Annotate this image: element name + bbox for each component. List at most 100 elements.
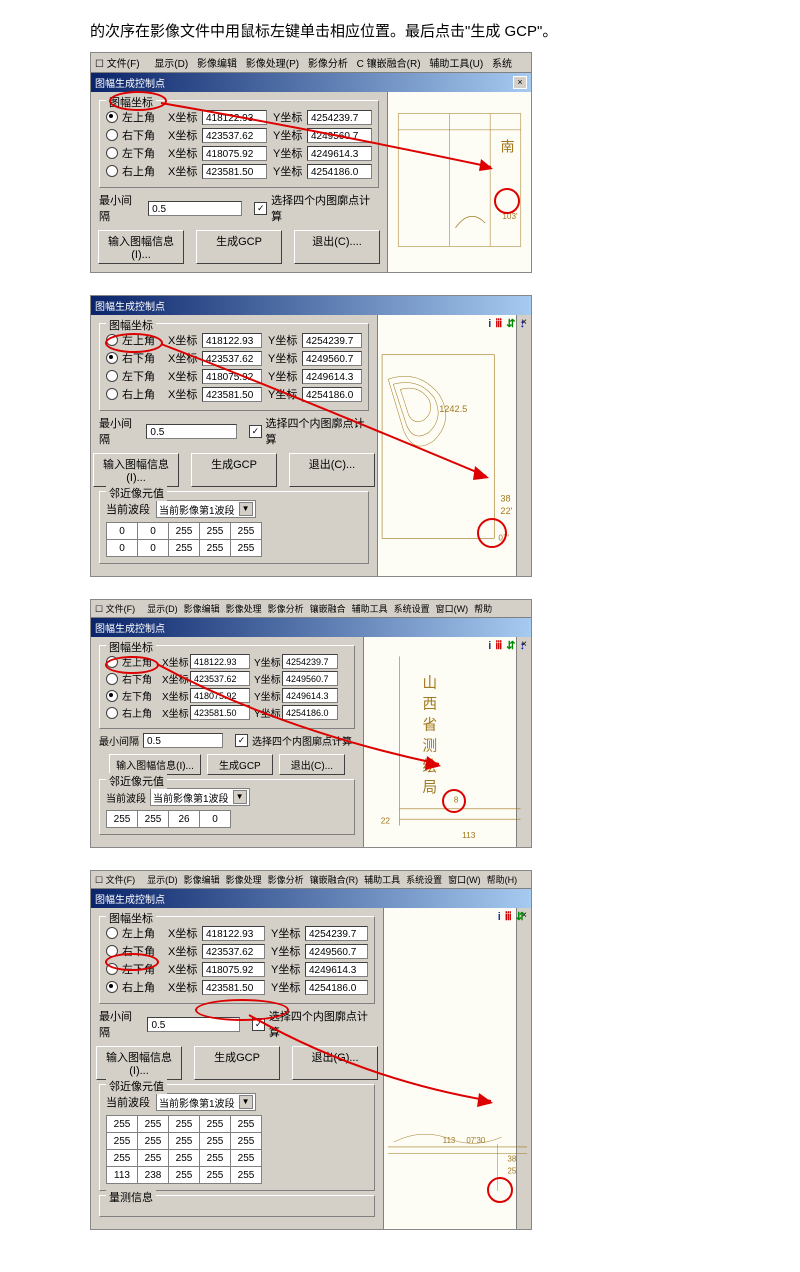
menu-analyze[interactable]: 影像分析 (308, 59, 348, 70)
input-info-button[interactable]: 输入图幅信息(I)... (93, 453, 179, 487)
y-field-tl[interactable]: 4254239.7 (307, 110, 372, 125)
menu-sys[interactable]: 系统 (492, 59, 512, 70)
menu-aux[interactable]: 辅助工具(U) (429, 59, 483, 70)
interval-label: 最小间隔 (99, 415, 140, 447)
menubar[interactable]: ☐ 文件(F)显示(D)影像编辑影像处理影像分析镶嵌融合辅助工具系统设置窗口(W… (91, 600, 531, 618)
radio-tl[interactable] (106, 111, 118, 123)
x-field[interactable]: 423537.62 (202, 351, 262, 366)
dialog-titlebar: 图幅生成控制点 (91, 618, 531, 637)
map-view[interactable]: i ⅲ ⇵ ↕ 山 西 省 测 绘 局 8 22 113 (363, 637, 531, 847)
menu-edit[interactable]: 影像编辑 (197, 59, 237, 70)
exit-button[interactable]: 退出(C)... (289, 453, 375, 487)
radio-br[interactable] (106, 673, 118, 685)
y-field-br[interactable]: 4249560.7 (307, 128, 372, 143)
exit-button[interactable]: 退出(G)... (292, 1046, 378, 1080)
svg-text:绘: 绘 (422, 758, 437, 775)
radio-tl[interactable] (106, 927, 118, 939)
band-select[interactable]: 当前影像第1波段▼ (150, 788, 250, 806)
dialog-title: 图幅生成控制点 (95, 75, 165, 90)
svg-text:局: 局 (422, 780, 437, 796)
radio-tr[interactable] (106, 388, 118, 400)
map-view[interactable]: i ⅲ ⇵ 113 07'30 38 25 (383, 908, 531, 1229)
menu-display[interactable]: 显示(D) (154, 59, 188, 70)
x-field-bl[interactable]: 418075.92 (202, 146, 267, 161)
radio-tr[interactable] (106, 165, 118, 177)
menu-process[interactable]: 影像处理(P) (246, 59, 299, 70)
red-annotation-circle (442, 789, 466, 813)
input-info-button[interactable]: 输入图幅信息(I)... (96, 1046, 182, 1080)
menubar[interactable]: ☐ 文件(F) 显示(D) 影像编辑 影像处理(P) 影像分析 C 镶嵌融合(R… (91, 53, 531, 73)
radio-bl[interactable] (106, 690, 118, 702)
menubar[interactable]: ☐ 文件(F)显示(D)影像编辑影像处理影像分析镶嵌融合(R)辅助工具系统设置窗… (91, 871, 531, 889)
interval-label: 最小间隔 (99, 192, 142, 224)
corner-label-tl: 左上角 (122, 109, 168, 125)
corner-label-tr: 右上角 (122, 163, 168, 179)
y-field-tr[interactable]: 4254186.0 (307, 164, 372, 179)
radio-tr[interactable] (106, 707, 118, 719)
band-select[interactable]: 当前影像第1波段▼ (156, 500, 256, 518)
x-field-br[interactable]: 423537.62 (202, 128, 267, 143)
menu-file[interactable]: ☐ 文件(F) (95, 59, 146, 70)
dialog-titlebar: 图幅生成控制点 (91, 296, 531, 315)
chevron-down-icon[interactable]: ▼ (233, 790, 247, 804)
red-oval-selection (109, 91, 167, 111)
y-field[interactable]: 4254239.7 (302, 333, 362, 348)
radio-br[interactable] (106, 129, 118, 141)
svg-text:西: 西 (422, 697, 437, 713)
red-annotation-circle (477, 518, 507, 548)
generate-gcp-button[interactable]: 生成GCP (194, 1046, 280, 1080)
corner-label-bl: 左下角 (122, 145, 168, 161)
input-info-button[interactable]: 输入图幅信息(I)... (109, 754, 201, 775)
svg-text:山: 山 (422, 675, 437, 692)
checkbox-label: 选择四个内图廓点计算 (266, 415, 369, 447)
generate-gcp-button[interactable]: 生成GCP (207, 754, 273, 775)
inner-corners-checkbox[interactable]: ✓ (249, 425, 261, 438)
map-view[interactable]: i ⅲ ⇵ ↕ 1242.5 38 22' 07' (377, 315, 531, 576)
chevron-down-icon[interactable]: ▼ (239, 1095, 253, 1109)
x-field-tr[interactable]: 423581.50 (202, 164, 267, 179)
interval-field[interactable]: 0.5 (148, 201, 242, 216)
exit-button[interactable]: 退出(C)... (279, 754, 345, 775)
coord-group-title: 图幅坐标 (106, 317, 156, 333)
map-view[interactable]: 南 103' (387, 92, 531, 272)
svg-text:22': 22' (500, 506, 512, 516)
y-field-bl[interactable]: 4249614.3 (307, 146, 372, 161)
screenshot-4: ☐ 文件(F)显示(D)影像编辑影像处理影像分析镶嵌融合(R)辅助工具系统设置窗… (90, 870, 532, 1230)
inner-corners-checkbox[interactable]: ✓ (235, 734, 248, 747)
dialog-title: 图幅生成控制点 (95, 298, 165, 313)
y-field[interactable]: 4254186.0 (302, 387, 362, 402)
dialog-title: 图幅生成控制点 (95, 620, 165, 635)
radio-bl[interactable] (106, 147, 118, 159)
svg-text:38: 38 (507, 1155, 516, 1164)
x-field[interactable]: 423581.50 (202, 387, 262, 402)
radio-tr[interactable] (106, 981, 118, 993)
radio-br[interactable] (106, 352, 118, 364)
input-info-button[interactable]: 输入图幅信息(I)... (98, 230, 184, 264)
inner-corners-checkbox[interactable]: ✓ (254, 202, 267, 215)
generate-gcp-button[interactable]: 生成GCP (191, 453, 277, 487)
pixel-group: 邻近像元值 当前波段 当前影像第1波段▼ 255255260 (99, 779, 355, 835)
red-oval-gcp (195, 999, 289, 1021)
radio-bl[interactable] (106, 370, 118, 382)
pixel-group: 邻近像元值 当前波段 当前影像第1波段▼ 255255255255255 255… (99, 1084, 375, 1191)
y-field[interactable]: 4249560.7 (302, 351, 362, 366)
close-icon[interactable]: × (513, 76, 527, 89)
chevron-down-icon[interactable]: ▼ (239, 502, 253, 516)
menu-mosaic[interactable]: C 镶嵌融合(R) (357, 59, 421, 70)
x-field-tl[interactable]: 418122.93 (202, 110, 267, 125)
exit-button[interactable]: 退出(C).... (294, 230, 380, 264)
screenshot-3: ☐ 文件(F)显示(D)影像编辑影像处理影像分析镶嵌融合辅助工具系统设置窗口(W… (90, 599, 532, 848)
y-field[interactable]: 4249614.3 (302, 369, 362, 384)
generate-gcp-button[interactable]: 生成GCP (196, 230, 282, 264)
interval-field[interactable]: 0.5 (146, 424, 237, 439)
map-label-south: 南 (500, 138, 514, 155)
band-select[interactable]: 当前影像第1波段▼ (156, 1093, 256, 1111)
red-annotation-circle (487, 1177, 513, 1203)
x-field[interactable]: 418075.92 (202, 369, 262, 384)
pixel-table: 255255255255255 255255255255255 25525525… (106, 1115, 262, 1184)
svg-text:25: 25 (507, 1166, 516, 1175)
pixel-table: 00255255255 00255255255 (106, 522, 262, 557)
svg-text:38: 38 (500, 494, 510, 504)
x-field[interactable]: 418122.93 (202, 333, 262, 348)
screenshot-1: ☐ 文件(F) 显示(D) 影像编辑 影像处理(P) 影像分析 C 镶嵌融合(R… (90, 52, 532, 273)
